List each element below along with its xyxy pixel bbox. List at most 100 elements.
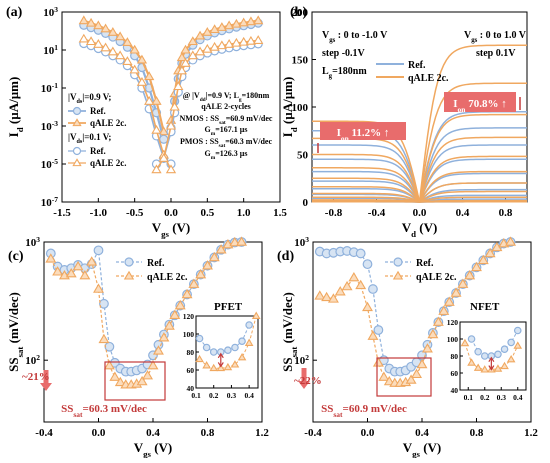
legend-text: Ref. (147, 258, 165, 269)
data-point (145, 72, 153, 79)
inset-x-tick-label: 0.4 (244, 391, 254, 400)
device-type-label: PFET (214, 301, 243, 313)
inset-y-tick-label: 80 (451, 352, 459, 361)
annotation-text: Vgs : 0 to 1.0 V (464, 30, 527, 44)
x-tick-label: 0.4 (456, 207, 470, 219)
x-axis-label: Vd (V) (402, 220, 438, 239)
x-tick-label: 1.0 (237, 207, 251, 219)
panel-label: (c) (8, 249, 24, 264)
legend-text: qALE 2c. (408, 73, 449, 84)
legend-text: Ref. (90, 146, 106, 156)
legend-text: qALE 2c. (416, 272, 457, 283)
iv-curve (312, 201, 420, 202)
inset-y-tick-label: 100 (447, 335, 459, 344)
data-point (254, 36, 262, 43)
inset-data-point (501, 346, 507, 352)
data-point (94, 246, 103, 255)
y-axis-label: SSsat (mV/dec) (6, 292, 25, 372)
x-tick-label: -0.8 (325, 207, 343, 219)
x-tick-label: -1.0 (90, 207, 108, 219)
legend-text: Ref. (408, 60, 426, 71)
data-point (369, 285, 378, 294)
annotation-text: Lg=180nm (322, 66, 367, 80)
inset-data-point (495, 351, 501, 357)
legend-text: qALE 2c. (90, 158, 127, 168)
x-tick-label: -1.5 (53, 207, 71, 219)
inset-x-tick-label: 0.4 (513, 393, 523, 402)
data-point (315, 291, 324, 299)
data-point (349, 273, 358, 281)
data-point (80, 35, 88, 42)
legend-marker (394, 258, 402, 266)
y-tick-label: 103 (43, 5, 58, 20)
data-point (379, 373, 388, 381)
x-tick-label: -0.5 (126, 207, 144, 219)
x-tick-label: 0.0 (92, 427, 106, 439)
inset-data-point (482, 353, 488, 359)
annotation-text: PMOS : SSsat=60.3 mV/dec (180, 137, 273, 149)
data-point (374, 326, 383, 335)
annotation-text: step -0.1V (322, 48, 366, 59)
data-point (356, 249, 365, 258)
data-point (94, 285, 103, 293)
x-tick-label: 0.8 (201, 427, 215, 439)
legend-text: |Vds|=0.9 V; (68, 92, 111, 105)
inset-y-tick-label: 40 (187, 384, 195, 393)
y-tick-label: 103 (294, 235, 309, 250)
panel-label: (d) (277, 249, 294, 264)
device-type-label: NFET (470, 301, 500, 313)
legend-marker (125, 258, 133, 266)
y-tick-label: 101 (43, 43, 58, 58)
inset-data-point (225, 347, 231, 353)
x-tick-label: -0.4 (304, 427, 322, 439)
annotation-text: Vgs : 0 to -1.0 V (322, 30, 388, 44)
inset-data-point (246, 322, 252, 328)
x-tick-label: 0.5 (200, 207, 214, 219)
data-point (363, 260, 372, 269)
inset-data-point (239, 338, 245, 344)
inset-data-point (468, 336, 474, 342)
inset-data-point (232, 344, 238, 350)
x-tick-label: 0.0 (164, 207, 178, 219)
y-tick-label: 50 (297, 150, 309, 162)
panel-label: (b) (290, 5, 307, 20)
inset-data-point (211, 349, 217, 355)
annotation-text: Gm=167.1 µs (204, 125, 247, 137)
inset-data-point (508, 339, 514, 345)
inset-y-tick-label: 40 (451, 386, 459, 395)
inset-data-point (515, 327, 521, 333)
data-point (99, 335, 108, 343)
y-tick-label: 0 (303, 197, 309, 209)
x-tick-label: 0.8 (470, 427, 484, 439)
legend-text: |Vds|=0.1 V; (68, 132, 111, 145)
iv-curve (420, 45, 528, 202)
inset-y-tick-label: 120 (183, 312, 195, 321)
annotation-text: step 0.1V (476, 48, 516, 59)
data-point (80, 16, 88, 23)
x-tick-label: 1.2 (255, 427, 269, 439)
inset-x-tick-label: 0.1 (464, 393, 474, 402)
inset-data-point (203, 344, 209, 350)
inset-x-tick-label: 0.3 (497, 393, 507, 402)
data-point (363, 303, 372, 311)
legend-marker (74, 108, 81, 115)
y-tick-label: 10-1 (41, 81, 58, 96)
inset-y-tick-label: 120 (447, 318, 459, 327)
legend-text: qALE 2c. (90, 118, 127, 128)
data-point (110, 373, 119, 381)
inset-y-tick-label: 60 (187, 366, 195, 375)
ss-label: SSsat=60.3 mV/dec (61, 403, 147, 419)
y-tick-label: 102 (25, 353, 40, 368)
reduction-percent: ~22% (294, 375, 322, 387)
reduction-percent: ~21% (22, 371, 50, 383)
data-point (356, 281, 365, 289)
x-tick-label: -0.4 (368, 207, 386, 219)
inset-x-tick-label: 0.2 (209, 391, 219, 400)
